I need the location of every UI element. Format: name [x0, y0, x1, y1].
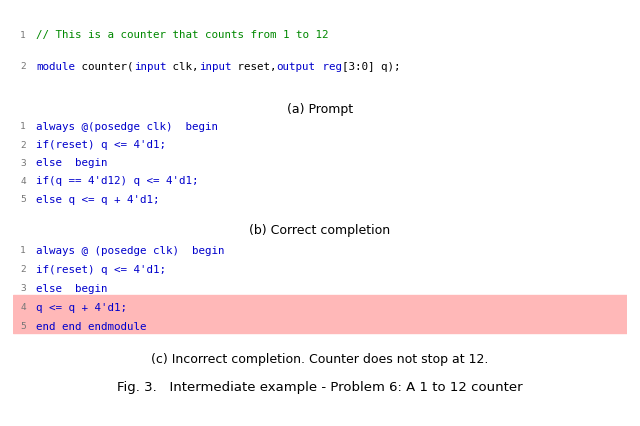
Text: input: input [198, 62, 231, 72]
Text: else q <= q + 4'd1;: else q <= q + 4'd1; [36, 195, 159, 204]
Text: 5: 5 [20, 322, 26, 331]
Text: [3:0] q);: [3:0] q); [342, 62, 400, 72]
Text: input: input [134, 62, 166, 72]
Text: 5: 5 [20, 195, 26, 204]
Text: clk,: clk, [166, 62, 198, 72]
Text: if(reset) q <= 4'd1;: if(reset) q <= 4'd1; [36, 265, 166, 275]
Text: counter(: counter( [75, 62, 134, 72]
Text: 4: 4 [20, 303, 26, 312]
Text: output: output [276, 62, 316, 72]
Text: reg: reg [316, 62, 342, 72]
Text: 3: 3 [20, 284, 26, 294]
Bar [13, 314, 627, 334]
Text: (a) Prompt: (a) Prompt [287, 104, 353, 116]
Text: else  begin: else begin [36, 284, 108, 294]
Text: 1: 1 [20, 122, 26, 131]
Text: 2: 2 [20, 63, 26, 72]
Text: if(reset) q <= 4'd1;: if(reset) q <= 4'd1; [36, 140, 166, 150]
Text: 4: 4 [20, 177, 26, 186]
Text: if(q == 4'd12) q <= 4'd1;: if(q == 4'd12) q <= 4'd1; [36, 176, 198, 187]
Text: module: module [36, 62, 75, 72]
Text: 1: 1 [20, 246, 26, 256]
Text: 2: 2 [20, 265, 26, 274]
Text: 3: 3 [20, 159, 26, 168]
Text: (b) Correct completion: (b) Correct completion [250, 225, 390, 237]
Text: 2: 2 [20, 141, 26, 150]
Bar [13, 296, 627, 314]
Text: (c) Incorrect completion. Counter does not stop at 12.: (c) Incorrect completion. Counter does n… [151, 354, 489, 366]
Text: else  begin: else begin [36, 158, 108, 168]
Text: q <= q + 4'd1;: q <= q + 4'd1; [36, 303, 127, 313]
Text: // This is a counter that counts from 1 to 12: // This is a counter that counts from 1 … [36, 30, 329, 40]
Text: Fig. 3.   Intermediate example - Problem 6: A 1 to 12 counter: Fig. 3. Intermediate example - Problem 6… [117, 381, 523, 394]
Text: end end endmodule: end end endmodule [36, 322, 147, 332]
Text: reset,: reset, [231, 62, 276, 72]
Text: always @(posedge clk)  begin: always @(posedge clk) begin [36, 122, 218, 132]
Text: 1: 1 [20, 31, 26, 40]
Text: always @ (posedge clk)  begin: always @ (posedge clk) begin [36, 246, 225, 256]
